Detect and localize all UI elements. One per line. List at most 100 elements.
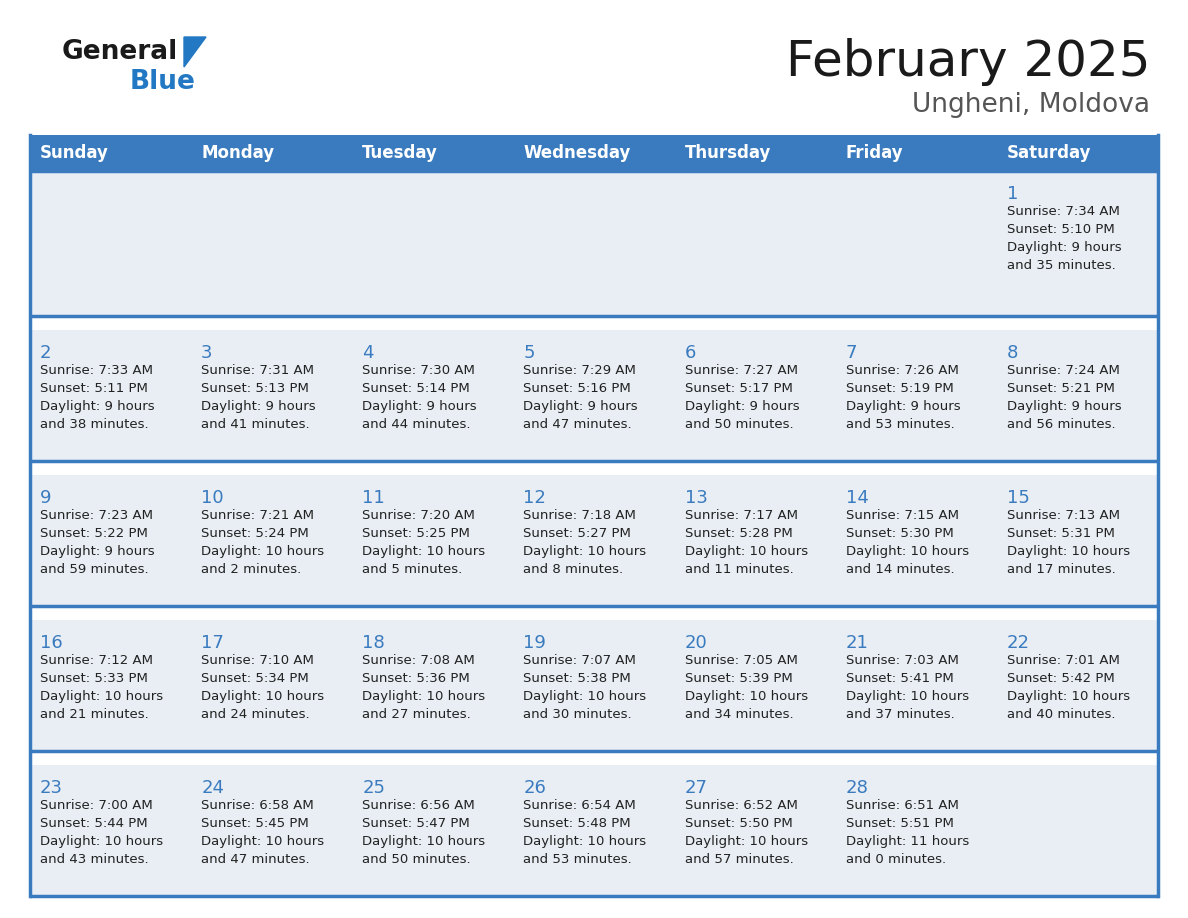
Text: Sunset: 5:30 PM: Sunset: 5:30 PM	[846, 527, 954, 540]
Text: 20: 20	[684, 634, 707, 652]
Text: Sunrise: 7:18 AM: Sunrise: 7:18 AM	[524, 509, 637, 522]
Text: Sunrise: 7:20 AM: Sunrise: 7:20 AM	[362, 509, 475, 522]
Text: Sunrise: 7:15 AM: Sunrise: 7:15 AM	[846, 509, 959, 522]
Text: and 37 minutes.: and 37 minutes.	[846, 708, 954, 721]
Text: and 47 minutes.: and 47 minutes.	[201, 853, 310, 866]
Text: 28: 28	[846, 779, 868, 797]
Text: 12: 12	[524, 489, 546, 507]
Text: 10: 10	[201, 489, 223, 507]
Text: Daylight: 10 hours: Daylight: 10 hours	[524, 835, 646, 848]
Text: Sunrise: 7:17 AM: Sunrise: 7:17 AM	[684, 509, 797, 522]
Text: 16: 16	[40, 634, 63, 652]
Text: Sunset: 5:17 PM: Sunset: 5:17 PM	[684, 382, 792, 395]
Text: Daylight: 9 hours: Daylight: 9 hours	[201, 400, 316, 413]
Text: Sunrise: 7:29 AM: Sunrise: 7:29 AM	[524, 364, 637, 377]
Text: Daylight: 10 hours: Daylight: 10 hours	[684, 835, 808, 848]
Text: Sunrise: 6:56 AM: Sunrise: 6:56 AM	[362, 799, 475, 812]
Text: Sunrise: 7:31 AM: Sunrise: 7:31 AM	[201, 364, 314, 377]
Bar	[30, 765, 1158, 896]
Text: and 40 minutes.: and 40 minutes.	[1007, 708, 1116, 721]
Bar	[30, 620, 1158, 751]
Text: Friday: Friday	[846, 144, 903, 162]
Text: and 11 minutes.: and 11 minutes.	[684, 563, 794, 576]
Text: Daylight: 10 hours: Daylight: 10 hours	[40, 690, 163, 703]
Text: Sunset: 5:16 PM: Sunset: 5:16 PM	[524, 382, 631, 395]
Text: Sunset: 5:21 PM: Sunset: 5:21 PM	[1007, 382, 1114, 395]
Text: Sunset: 5:39 PM: Sunset: 5:39 PM	[684, 672, 792, 685]
Text: and 53 minutes.: and 53 minutes.	[524, 853, 632, 866]
Text: 15: 15	[1007, 489, 1030, 507]
Text: and 8 minutes.: and 8 minutes.	[524, 563, 624, 576]
Text: Sunset: 5:45 PM: Sunset: 5:45 PM	[201, 817, 309, 830]
Text: Daylight: 10 hours: Daylight: 10 hours	[201, 690, 324, 703]
Text: and 43 minutes.: and 43 minutes.	[40, 853, 148, 866]
Text: Sunrise: 6:54 AM: Sunrise: 6:54 AM	[524, 799, 637, 812]
Text: Daylight: 10 hours: Daylight: 10 hours	[1007, 545, 1130, 558]
Text: Sunrise: 7:08 AM: Sunrise: 7:08 AM	[362, 654, 475, 667]
Bar	[30, 751, 1158, 765]
Text: Sunset: 5:44 PM: Sunset: 5:44 PM	[40, 817, 147, 830]
Text: Sunrise: 6:51 AM: Sunrise: 6:51 AM	[846, 799, 959, 812]
Text: Daylight: 9 hours: Daylight: 9 hours	[1007, 400, 1121, 413]
Bar	[30, 606, 1158, 620]
Text: Sunset: 5:19 PM: Sunset: 5:19 PM	[846, 382, 954, 395]
Text: Sunrise: 7:34 AM: Sunrise: 7:34 AM	[1007, 205, 1120, 218]
Text: 26: 26	[524, 779, 546, 797]
Text: 24: 24	[201, 779, 225, 797]
Text: Daylight: 10 hours: Daylight: 10 hours	[201, 545, 324, 558]
Text: Sunrise: 7:10 AM: Sunrise: 7:10 AM	[201, 654, 314, 667]
Text: Daylight: 10 hours: Daylight: 10 hours	[362, 545, 486, 558]
Text: Daylight: 10 hours: Daylight: 10 hours	[40, 835, 163, 848]
Text: and 34 minutes.: and 34 minutes.	[684, 708, 794, 721]
Text: Sunset: 5:47 PM: Sunset: 5:47 PM	[362, 817, 470, 830]
Text: 5: 5	[524, 344, 535, 362]
Text: Sunset: 5:34 PM: Sunset: 5:34 PM	[201, 672, 309, 685]
Text: Monday: Monday	[201, 144, 274, 162]
Text: Sunset: 5:50 PM: Sunset: 5:50 PM	[684, 817, 792, 830]
Text: and 38 minutes.: and 38 minutes.	[40, 418, 148, 431]
Text: Sunset: 5:38 PM: Sunset: 5:38 PM	[524, 672, 631, 685]
Text: Daylight: 9 hours: Daylight: 9 hours	[362, 400, 476, 413]
Text: and 59 minutes.: and 59 minutes.	[40, 563, 148, 576]
Text: Ungheni, Moldova: Ungheni, Moldova	[912, 92, 1150, 118]
Text: 18: 18	[362, 634, 385, 652]
Text: and 57 minutes.: and 57 minutes.	[684, 853, 794, 866]
Text: and 17 minutes.: and 17 minutes.	[1007, 563, 1116, 576]
Text: and 14 minutes.: and 14 minutes.	[846, 563, 954, 576]
Text: Sunset: 5:13 PM: Sunset: 5:13 PM	[201, 382, 309, 395]
Text: Blue: Blue	[129, 69, 196, 95]
Text: Saturday: Saturday	[1007, 144, 1092, 162]
Text: Sunset: 5:24 PM: Sunset: 5:24 PM	[201, 527, 309, 540]
Text: Daylight: 10 hours: Daylight: 10 hours	[362, 690, 486, 703]
Text: 6: 6	[684, 344, 696, 362]
Text: Sunrise: 7:23 AM: Sunrise: 7:23 AM	[40, 509, 153, 522]
Text: February 2025: February 2025	[785, 38, 1150, 86]
Text: and 2 minutes.: and 2 minutes.	[201, 563, 302, 576]
Text: and 30 minutes.: and 30 minutes.	[524, 708, 632, 721]
Text: 7: 7	[846, 344, 858, 362]
Text: Sunset: 5:11 PM: Sunset: 5:11 PM	[40, 382, 147, 395]
Text: Sunset: 5:51 PM: Sunset: 5:51 PM	[846, 817, 954, 830]
Text: and 0 minutes.: and 0 minutes.	[846, 853, 946, 866]
Text: Sunset: 5:10 PM: Sunset: 5:10 PM	[1007, 223, 1114, 236]
Text: Daylight: 9 hours: Daylight: 9 hours	[40, 400, 154, 413]
Text: Sunset: 5:22 PM: Sunset: 5:22 PM	[40, 527, 147, 540]
Bar	[30, 461, 1158, 475]
Text: and 5 minutes.: and 5 minutes.	[362, 563, 462, 576]
Text: Daylight: 10 hours: Daylight: 10 hours	[846, 690, 969, 703]
Text: Sunrise: 7:13 AM: Sunrise: 7:13 AM	[1007, 509, 1120, 522]
Text: Sunset: 5:27 PM: Sunset: 5:27 PM	[524, 527, 631, 540]
Text: 2: 2	[40, 344, 51, 362]
Text: 23: 23	[40, 779, 63, 797]
Text: Sunset: 5:28 PM: Sunset: 5:28 PM	[684, 527, 792, 540]
Text: 4: 4	[362, 344, 374, 362]
Text: Daylight: 10 hours: Daylight: 10 hours	[846, 545, 969, 558]
Text: 8: 8	[1007, 344, 1018, 362]
Text: Sunday: Sunday	[40, 144, 109, 162]
Text: Tuesday: Tuesday	[362, 144, 438, 162]
Text: Daylight: 9 hours: Daylight: 9 hours	[524, 400, 638, 413]
Text: Daylight: 9 hours: Daylight: 9 hours	[684, 400, 800, 413]
Text: Thursday: Thursday	[684, 144, 771, 162]
Text: and 35 minutes.: and 35 minutes.	[1007, 259, 1116, 272]
Text: Daylight: 9 hours: Daylight: 9 hours	[1007, 241, 1121, 254]
